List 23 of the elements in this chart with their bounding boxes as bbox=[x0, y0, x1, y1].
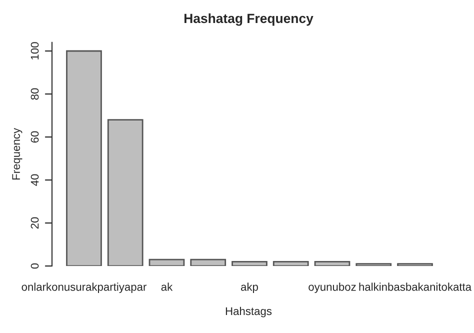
y-tick-label: 100 bbox=[30, 42, 39, 60]
y-axis-title: Frequency bbox=[12, 128, 22, 180]
bar bbox=[148, 258, 185, 266]
bar bbox=[397, 263, 433, 266]
bar bbox=[356, 263, 392, 266]
x-axis-title: Hahstags bbox=[226, 306, 272, 318]
y-tick-label: 0 bbox=[30, 263, 39, 269]
x-tick-label: oyunuboz bbox=[308, 282, 356, 294]
x-tick-label: akp bbox=[241, 282, 258, 294]
x-tick-label: halkinbasbakanitokatta bbox=[359, 282, 472, 291]
chart-title: Hashatag Frequency bbox=[184, 13, 314, 26]
bar bbox=[190, 258, 226, 266]
bar bbox=[314, 261, 350, 266]
y-tick-label: 20 bbox=[30, 217, 39, 229]
bar bbox=[66, 50, 102, 266]
y-tick-label: 80 bbox=[30, 88, 39, 100]
y-tick-label: 40 bbox=[30, 174, 39, 186]
bar bbox=[107, 119, 144, 266]
bar bbox=[272, 261, 309, 266]
bar bbox=[232, 261, 268, 266]
y-tick-label: 60 bbox=[30, 131, 39, 143]
x-tick-label: ak bbox=[161, 282, 173, 291]
x-tick-label: onlarkonusurakpartiyapar bbox=[22, 282, 146, 294]
